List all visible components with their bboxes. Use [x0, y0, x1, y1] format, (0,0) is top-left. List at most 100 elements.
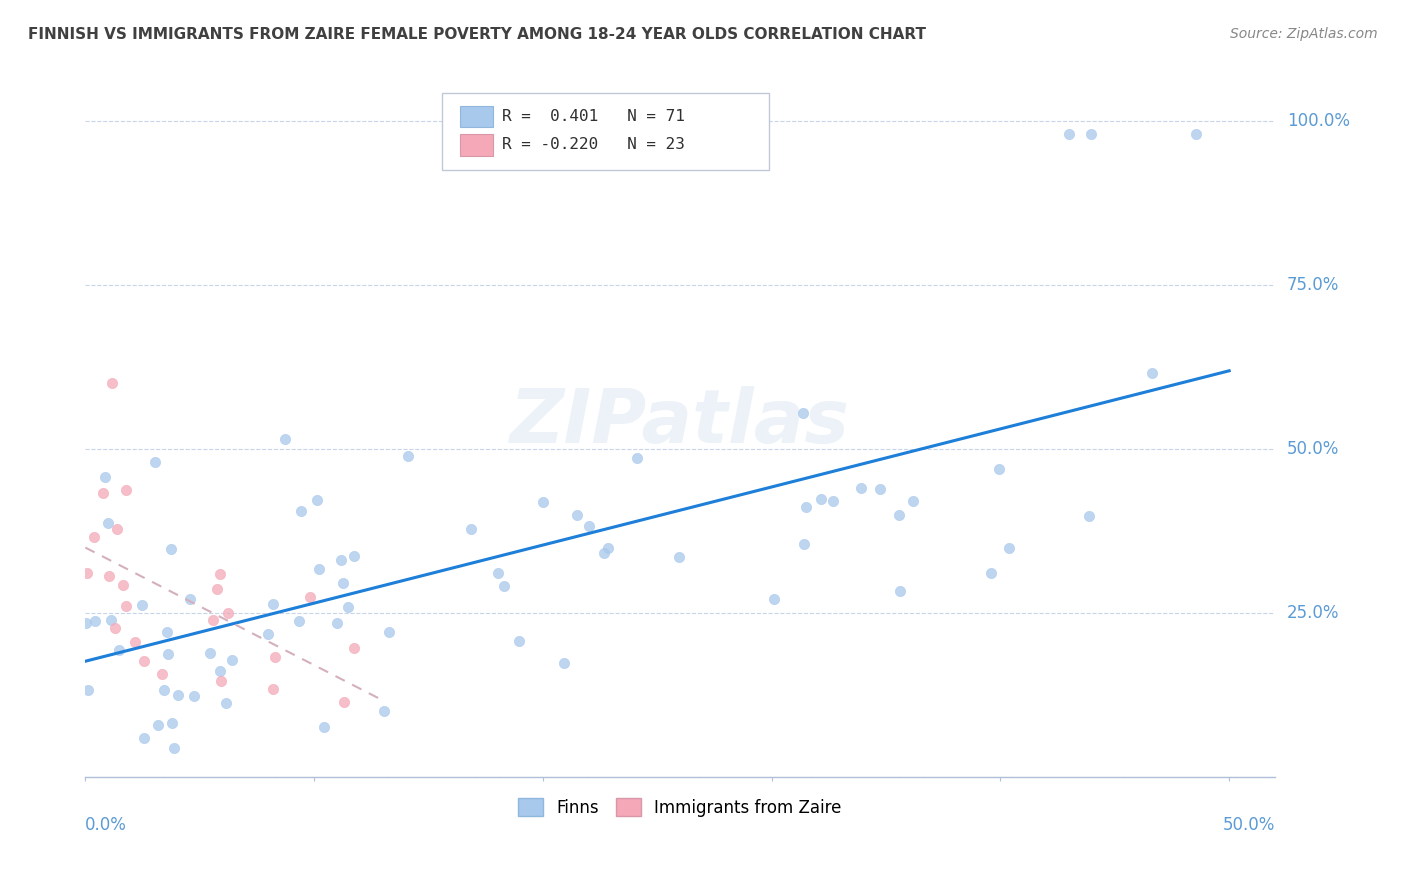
- Point: [298, 591, 321, 605]
- Point: [104, 621, 127, 635]
- Point: [290, 503, 312, 517]
- Text: 25.0%: 25.0%: [1286, 604, 1340, 622]
- Point: [145, 454, 167, 468]
- Point: [889, 584, 911, 599]
- Point: [100, 613, 122, 627]
- Point: [131, 598, 153, 612]
- Point: [796, 500, 818, 514]
- Point: [101, 376, 124, 391]
- Point: [626, 451, 648, 466]
- Point: [492, 579, 515, 593]
- Point: [202, 613, 225, 627]
- Point: [262, 681, 284, 696]
- Text: FINNISH VS IMMIGRANTS FROM ZAIRE FEMALE POVERTY AMONG 18-24 YEAR OLDS CORRELATIO: FINNISH VS IMMIGRANTS FROM ZAIRE FEMALE …: [28, 27, 927, 42]
- Text: 50.0%: 50.0%: [1286, 440, 1339, 458]
- Point: [332, 695, 354, 709]
- Point: [596, 541, 619, 555]
- Legend: Finns, Immigrants from Zaire: Finns, Immigrants from Zaire: [510, 790, 851, 825]
- Point: [508, 634, 530, 648]
- Point: [288, 614, 311, 628]
- Point: [162, 716, 184, 731]
- Point: [460, 522, 482, 536]
- Point: [378, 625, 401, 640]
- Point: [134, 654, 156, 668]
- Point: [93, 469, 115, 483]
- Point: [156, 647, 179, 661]
- Point: [1140, 366, 1163, 380]
- Point: [343, 641, 366, 656]
- Point: [396, 449, 419, 463]
- Point: [849, 482, 872, 496]
- Point: [903, 494, 925, 508]
- Text: ZIPatlas: ZIPatlas: [510, 386, 851, 459]
- Point: [217, 606, 239, 620]
- Point: [84, 614, 107, 628]
- Text: R =  0.401   N = 71: R = 0.401 N = 71: [502, 109, 685, 124]
- Point: [988, 462, 1011, 476]
- Point: [869, 483, 891, 497]
- Point: [980, 566, 1002, 580]
- Point: [793, 537, 815, 551]
- Point: [111, 578, 134, 592]
- Point: [209, 674, 232, 689]
- Text: 50.0%: 50.0%: [1223, 815, 1275, 833]
- Point: [762, 591, 785, 606]
- Point: [533, 495, 555, 509]
- Point: [205, 582, 228, 596]
- Point: [83, 530, 105, 544]
- Point: [792, 406, 814, 420]
- Point: [262, 597, 284, 611]
- Point: [889, 508, 911, 522]
- Point: [179, 592, 201, 607]
- Point: [821, 494, 844, 508]
- Point: [1059, 127, 1081, 141]
- Point: [160, 541, 183, 556]
- Point: [307, 492, 329, 507]
- Point: [115, 483, 138, 497]
- Point: [373, 704, 395, 718]
- Text: Source: ZipAtlas.com: Source: ZipAtlas.com: [1230, 27, 1378, 41]
- Point: [593, 546, 616, 560]
- Point: [105, 523, 128, 537]
- Point: [668, 549, 690, 564]
- Point: [150, 667, 173, 681]
- Point: [308, 561, 330, 575]
- Point: [312, 720, 335, 734]
- Point: [578, 519, 600, 533]
- Point: [146, 718, 169, 732]
- Text: 0.0%: 0.0%: [86, 815, 127, 833]
- Bar: [460, 106, 494, 128]
- Point: [337, 599, 360, 614]
- Point: [209, 665, 232, 679]
- Point: [1077, 508, 1099, 523]
- Point: [162, 741, 184, 756]
- Point: [332, 575, 354, 590]
- Point: [1185, 127, 1208, 141]
- Point: [567, 508, 589, 523]
- Point: [330, 553, 353, 567]
- Point: [486, 566, 509, 580]
- Point: [115, 599, 138, 614]
- Text: 100.0%: 100.0%: [1286, 112, 1350, 130]
- Point: [124, 635, 146, 649]
- Point: [215, 696, 238, 710]
- Point: [76, 683, 98, 698]
- Point: [97, 516, 120, 530]
- Point: [208, 567, 231, 582]
- Bar: [460, 135, 494, 155]
- FancyBboxPatch shape: [443, 94, 769, 169]
- Point: [997, 541, 1019, 555]
- Point: [221, 653, 243, 667]
- Point: [156, 624, 179, 639]
- Point: [200, 646, 222, 660]
- Point: [167, 688, 190, 702]
- Point: [553, 656, 575, 670]
- Point: [183, 690, 205, 704]
- Point: [91, 486, 114, 500]
- Point: [75, 615, 97, 630]
- Point: [257, 627, 280, 641]
- Point: [810, 492, 832, 507]
- Point: [1080, 127, 1102, 141]
- Point: [107, 643, 129, 657]
- Point: [343, 549, 366, 563]
